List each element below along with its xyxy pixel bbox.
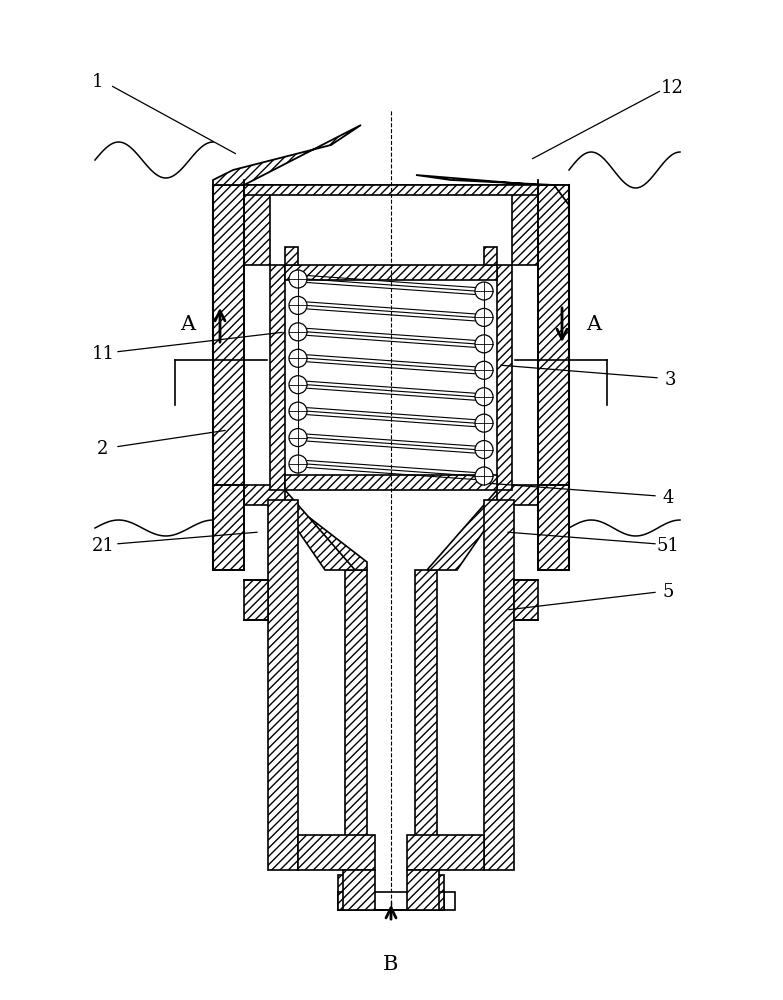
Polygon shape [213,185,244,485]
Circle shape [475,308,493,326]
Polygon shape [285,265,497,280]
Polygon shape [244,485,285,505]
Text: 11: 11 [92,345,114,363]
Polygon shape [343,870,375,910]
Circle shape [475,388,493,406]
Polygon shape [416,175,569,205]
Polygon shape [484,247,497,265]
Circle shape [475,414,493,432]
Circle shape [289,296,307,314]
Text: A: A [586,316,601,334]
Polygon shape [298,835,375,870]
Polygon shape [268,500,298,870]
Polygon shape [338,892,455,910]
Polygon shape [213,125,361,185]
Circle shape [475,282,493,300]
Text: 2: 2 [97,440,109,458]
Polygon shape [285,475,497,490]
Circle shape [475,467,493,485]
Text: 51: 51 [657,537,680,555]
Polygon shape [538,185,569,485]
Polygon shape [270,490,355,570]
Polygon shape [427,490,512,570]
Polygon shape [270,265,285,490]
Polygon shape [415,570,437,910]
Circle shape [289,349,307,367]
Polygon shape [497,485,538,505]
Circle shape [475,441,493,459]
Polygon shape [345,570,367,910]
Text: 21: 21 [92,537,114,555]
Polygon shape [407,835,484,870]
Polygon shape [512,185,538,265]
Text: 4: 4 [662,489,673,507]
Polygon shape [213,485,244,570]
Polygon shape [407,870,439,910]
Polygon shape [270,490,367,570]
Text: B: B [384,956,399,974]
Polygon shape [244,580,268,620]
Circle shape [289,429,307,447]
Polygon shape [244,185,538,195]
Text: 1: 1 [92,73,104,91]
Polygon shape [514,580,538,620]
Polygon shape [338,892,444,910]
Polygon shape [338,875,355,910]
Circle shape [289,270,307,288]
Polygon shape [497,265,512,490]
Text: 12: 12 [661,79,684,97]
Circle shape [475,335,493,353]
Circle shape [289,376,307,394]
Text: 5: 5 [662,583,673,601]
Circle shape [289,323,307,341]
Polygon shape [427,875,444,910]
Polygon shape [538,485,569,570]
Circle shape [475,361,493,379]
Text: A: A [180,316,196,334]
Polygon shape [244,185,270,265]
Polygon shape [484,500,514,870]
Polygon shape [285,247,298,265]
Circle shape [289,455,307,473]
Text: 3: 3 [664,371,676,389]
Circle shape [289,402,307,420]
